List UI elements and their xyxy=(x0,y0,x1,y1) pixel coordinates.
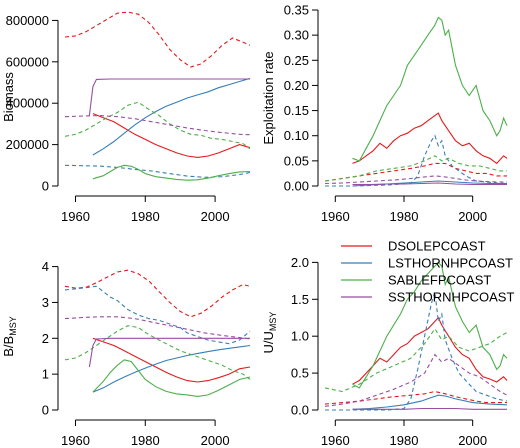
series-line-dsolepcoast-dashed xyxy=(64,269,251,318)
y-tick-label: 2 xyxy=(42,331,49,346)
series-line-sablefpcoast-dashed xyxy=(64,101,251,150)
panel-top-left: 0 200000 400000 600000 800000 1960 1980 2000 Bio… xyxy=(1,11,251,224)
legend-label-lsthornhpcoast: LSTHORNHPCOAST xyxy=(388,256,513,271)
y-axis-title-subscript: MSY xyxy=(8,316,18,336)
x-tick-label: 1960 xyxy=(321,209,350,224)
panel-bottom-right: 0.0 0.5 1.0 1.5 2.0 1960 1980 2000 U/UMSY DSOLEPC… xyxy=(261,239,514,448)
y-tick-label: 0.20 xyxy=(284,78,309,93)
series-line-lsthornhpcoast-dashed xyxy=(64,285,251,345)
series-line-ssthornhpcoast-dashed xyxy=(64,115,251,136)
x-tick-label: 2000 xyxy=(201,209,230,224)
series-line-ssthornhpcoast-dashed xyxy=(64,316,251,340)
y-tick-label: 0.05 xyxy=(284,153,309,168)
y-axis-title: U/UMSY xyxy=(261,312,278,354)
series-line-ssthornhpcoast-dashed xyxy=(324,353,508,407)
y-tick-label: 0.35 xyxy=(284,3,309,18)
panel-bottom-left: 0 1 2 3 4 1960 1980 2000 B/BMSY xyxy=(1,259,251,448)
y-tick-label: 0.0 xyxy=(291,403,309,418)
series-line-lsthornhpcoast-dashed xyxy=(325,291,508,411)
series-line-sablefpcoast-solid xyxy=(92,164,251,181)
x-tick-label: 1960 xyxy=(321,433,350,448)
legend-label-ssthornhpcoast: SSTHORNHPCOAST xyxy=(388,290,514,305)
y-tick-label: 0.15 xyxy=(284,103,309,118)
y-tick-label: 0 xyxy=(42,179,49,194)
series-line-ssthornhpcoast-solid xyxy=(88,78,250,116)
series-line-ssthornhpcoast-solid xyxy=(352,407,507,410)
series-line-sablefpcoast-dashed xyxy=(324,155,507,182)
y-tick-label: 1.0 xyxy=(291,329,309,344)
series-line-sablefpcoast-solid xyxy=(352,16,508,162)
series-line-dsolepcoast-dashed xyxy=(324,162,507,182)
x-tick-label: 1980 xyxy=(131,209,160,224)
y-axis-title-subscript: MSY xyxy=(268,312,278,332)
series-line-ssthornhpcoast-solid xyxy=(88,337,250,368)
y-axis-title: Biomass xyxy=(1,72,16,122)
y-tick-label: 1.5 xyxy=(291,292,309,307)
series-line-sablefpcoast-solid xyxy=(92,359,251,397)
x-tick-label: 2000 xyxy=(201,433,230,448)
y-axis-title: B/BMSY xyxy=(1,316,18,356)
series-line-dsolepcoast-solid xyxy=(92,113,251,158)
series-line-dsolepcoast-solid xyxy=(352,112,508,165)
x-tick-label: 1980 xyxy=(390,433,419,448)
y-tick-label: 0.25 xyxy=(284,53,309,68)
series-line-dsolepcoast-solid xyxy=(352,316,508,385)
x-tick-label: 2000 xyxy=(458,209,487,224)
legend-label-dsolepcoast: DSOLEPCOAST xyxy=(388,239,486,254)
panel-top-right: 0.00 0.05 0.10 0.15 0.20 0.25 0.30 0.35 1960 1980… xyxy=(261,3,508,224)
y-tick-label: 3 xyxy=(42,295,49,310)
series-line-lsthornhpcoast-dashed xyxy=(325,134,508,187)
series-line-lsthornhpcoast-solid xyxy=(92,77,251,156)
y-tick-label: 0.30 xyxy=(284,28,309,43)
y-tick-label: 600000 xyxy=(6,54,49,69)
legend-label-sablefpcoast: SABLEFPCOAST xyxy=(388,273,491,288)
series-line-sablefpcoast-solid xyxy=(352,261,508,389)
y-tick-label: 4 xyxy=(42,259,49,274)
y-tick-label: 2.0 xyxy=(291,255,309,270)
series-line-sablefpcoast-dashed xyxy=(64,325,251,380)
y-tick-label: 0 xyxy=(42,403,49,418)
x-tick-label: 1980 xyxy=(390,209,419,224)
x-tick-label: 1960 xyxy=(61,209,90,224)
y-tick-label: 0.10 xyxy=(284,128,309,143)
series-line-lsthornhpcoast-solid xyxy=(352,394,508,410)
y-axis-title: Exploitation rate xyxy=(261,51,276,144)
y-tick-label: 0.5 xyxy=(291,366,309,381)
series-line-dsolepcoast-dashed xyxy=(64,11,251,68)
y-tick-label: 800000 xyxy=(6,13,49,28)
series-line-ssthornhpcoast-solid xyxy=(352,182,507,186)
y-tick-label: 400000 xyxy=(6,96,49,111)
y-tick-label: 0.00 xyxy=(284,179,309,194)
legend: DSOLEPCOAST LSTHORNHPCOAST SABLEFPCOAST SST… xyxy=(341,239,514,305)
x-tick-label: 1980 xyxy=(131,433,160,448)
series-line-dsolepcoast-solid xyxy=(92,337,251,383)
x-tick-label: 1960 xyxy=(61,433,90,448)
y-tick-label: 1 xyxy=(42,367,49,382)
series-line-lsthornhpcoast-solid xyxy=(92,344,251,393)
y-tick-label: 200000 xyxy=(6,137,49,152)
x-tick-label: 2000 xyxy=(458,433,487,448)
